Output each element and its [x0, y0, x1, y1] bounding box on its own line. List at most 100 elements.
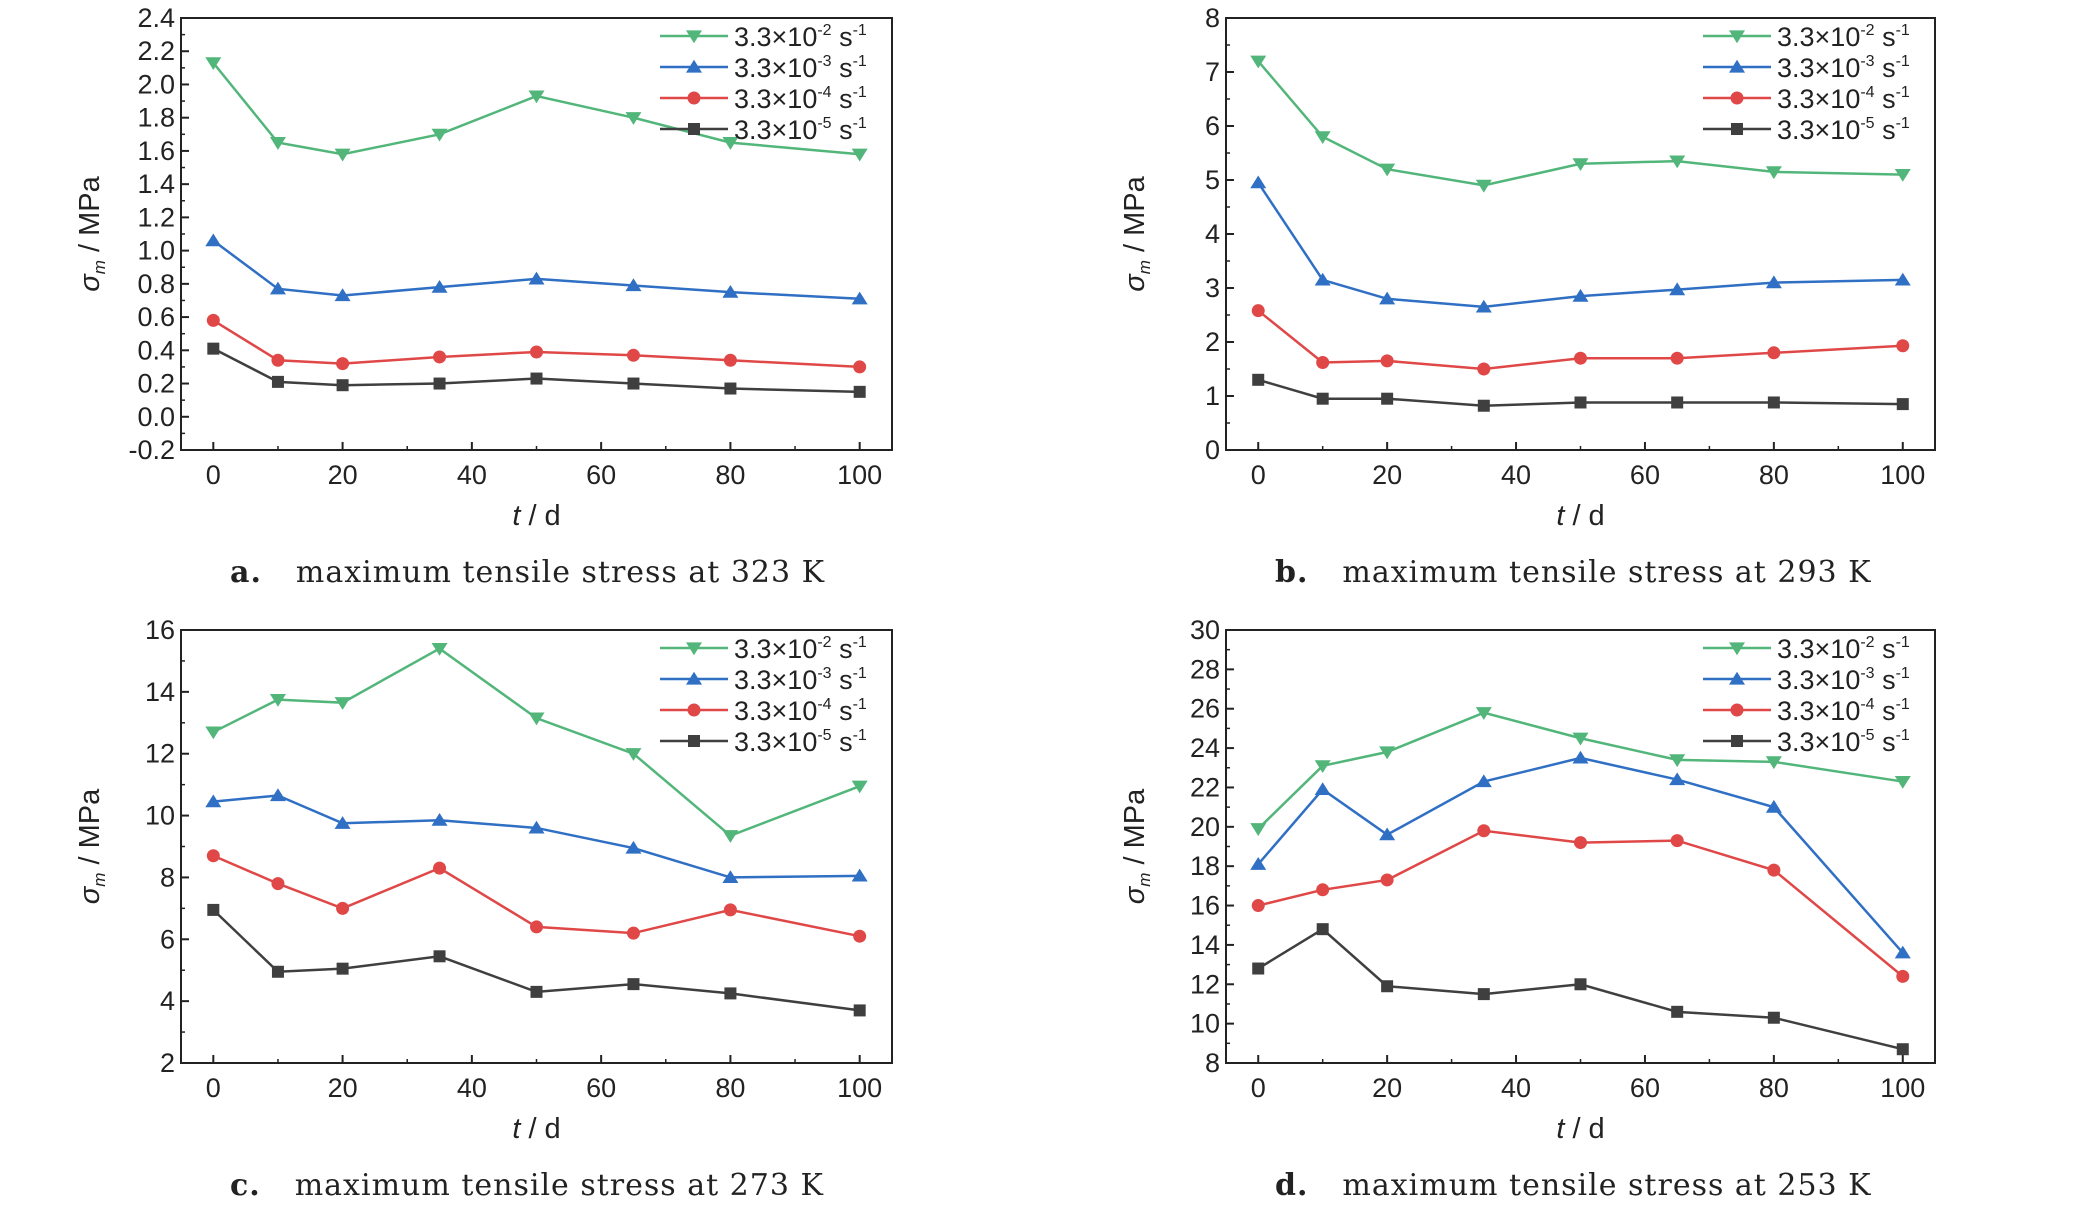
- chart-c-series-1-point: [205, 794, 222, 808]
- chart-a-legend-3-label: 3.3×10-5 s-1: [734, 115, 867, 145]
- chart-a-legend-1-label: 3.3×10-3 s-1: [734, 53, 867, 83]
- chart-b-series-2-line: [1257, 309, 1903, 371]
- chart-d-series-0-line: [1257, 711, 1903, 830]
- chart-a-series-3-point: [207, 342, 220, 355]
- chart-a-series-2-point: [206, 313, 220, 327]
- chart-a-ytick-label: 0.2: [137, 369, 175, 399]
- chart-b-ytick-label: 6: [1205, 111, 1220, 141]
- chart-c-series-1-point: [625, 840, 642, 854]
- chart-d-series-2-point: [1380, 873, 1394, 887]
- chart-d-series-2-point: [1574, 836, 1587, 850]
- chart-b-series-0-point: [1314, 131, 1331, 144]
- chart-c-xtick-label: 80: [715, 1073, 745, 1103]
- chart-a-legend-0-label: 3.3×10-2 s-1: [734, 22, 867, 52]
- chart-a-series-0-line: [212, 62, 860, 156]
- caption-d: d. maximum tensile stress at 253 K: [1275, 1168, 1872, 1203]
- chart-d-xtick-label: 100: [1880, 1073, 1925, 1103]
- chart-d-series-2-point: [1767, 863, 1781, 877]
- chart-a-series-3-point: [530, 372, 543, 385]
- chart-b-series-2-point: [1251, 304, 1265, 318]
- chart-b-ytick-label: 7: [1205, 57, 1220, 87]
- chart-a-ytick-label: 1.0: [137, 236, 175, 266]
- chart-d-ytick-label: 24: [1190, 733, 1220, 763]
- chart-d-xlabel: t / d: [1556, 1113, 1604, 1145]
- chart-b-series-0-point: [1765, 166, 1782, 180]
- chart-a-ytick-label: 1.4: [137, 169, 175, 199]
- chart-d-series-3-point: [1477, 988, 1490, 1001]
- chart-c-legend-1-marker: [686, 671, 702, 685]
- chart-a-series-2-point: [723, 353, 737, 367]
- chart-d-series-2-point: [1316, 883, 1330, 897]
- chart-c-series-1-point: [431, 813, 448, 826]
- chart-c-series-0-point: [431, 642, 448, 656]
- chart-c-ytick-label: 8: [160, 862, 175, 892]
- chart-c-ytick-label: 16: [145, 615, 175, 645]
- chart-d-legend-0-label: 3.3×10-2 s-1: [1777, 634, 1910, 664]
- chart-c-series-2-point: [336, 901, 350, 915]
- chart-b-series-1-point: [1379, 291, 1396, 305]
- chart-a-ytick-label: 2.2: [137, 36, 175, 66]
- chart-a: -0.20.00.2 0.40.60.81.0 1.21.41.61.8 2.02.2…: [74, 3, 893, 532]
- chart-c-legend-3-marker: [688, 735, 700, 747]
- chart-d-ylabel: σm / MPa: [1119, 788, 1154, 904]
- chart-b-xtick-label: 20: [1372, 460, 1402, 490]
- chart-a-series-0-point: [431, 128, 448, 142]
- chart-b-series-1-line: [1257, 182, 1903, 309]
- chart-c-series-0-point: [722, 830, 739, 843]
- chart-c-series-3-point: [627, 978, 640, 991]
- chart-a-xtick-label: 0: [206, 460, 221, 490]
- chart-c-series-0-point: [334, 697, 351, 710]
- chart-a-series-3-point: [853, 385, 866, 398]
- caption-b: b. maximum tensile stress at 293 K: [1275, 555, 1872, 590]
- chart-a-series-2-line: [212, 319, 860, 369]
- chart-d-series-0-point: [1379, 746, 1396, 760]
- chart-a-series-1-point: [528, 271, 545, 285]
- chart-b-ytick-label: 3: [1205, 273, 1220, 303]
- chart-c-series-2-point: [271, 877, 285, 891]
- chart-c-ytick-label: 14: [145, 677, 175, 707]
- chart-b-series-3-point: [1381, 392, 1394, 405]
- chart-b-series-0-point: [1379, 163, 1396, 177]
- chart-c-xtick-label: 40: [457, 1073, 487, 1103]
- chart-d-series-3-point: [1574, 978, 1587, 991]
- chart-c-series-0-point: [205, 726, 222, 740]
- chart-b-series-2-point: [1670, 351, 1684, 365]
- chart-d-xtick-label: 20: [1372, 1073, 1402, 1103]
- chart-d-ytick-label: 26: [1190, 694, 1220, 724]
- chart-d-ytick-label: 10: [1190, 1009, 1220, 1039]
- chart-b-xtick-label: 0: [1251, 460, 1266, 490]
- chart-a-legend: 3.3×10-2 s-13.3×10-3 s-13.3×10-4 s-13.3×…: [660, 22, 867, 145]
- chart-c-legend-2-marker: [687, 703, 701, 717]
- chart-d-series-1-point: [1250, 857, 1267, 870]
- chart-c-series-3-point: [207, 903, 220, 916]
- chart-a-series-2-point: [626, 348, 640, 362]
- chart-c-legend-0-marker: [686, 642, 702, 656]
- chart-a-series-0-point: [528, 90, 545, 104]
- chart-d-series-1-point: [1379, 827, 1396, 841]
- chart-d-legend-2-label: 3.3×10-4 s-1: [1777, 696, 1910, 726]
- chart-b-series-0-point: [1669, 155, 1686, 169]
- chart-d-series-1-line: [1257, 756, 1904, 954]
- chart-c-series-3-point: [530, 985, 543, 998]
- chart-c-series-3-point: [271, 965, 284, 978]
- chart-b-legend-2-label: 3.3×10-4 s-1: [1777, 84, 1910, 114]
- chart-a-legend-2-marker: [687, 91, 701, 105]
- chart-c-series-1-line: [213, 794, 860, 879]
- chart-b-series-1-point: [1314, 272, 1331, 286]
- caption-c-text: maximum tensile stress at 273 K: [294, 1168, 824, 1203]
- chart-c-xtick-label: 100: [837, 1073, 882, 1103]
- chart-c-series-0-line: [212, 647, 861, 838]
- chart-b-legend-2-marker: [1730, 91, 1744, 105]
- chart-c-series-2-point: [433, 861, 447, 875]
- caption-d-text: maximum tensile stress at 253 K: [1342, 1168, 1872, 1203]
- chart-d-series-3-point: [1896, 1043, 1909, 1056]
- chart-c: 2 4 6 8 10 12 14 16 0 20 40 60 80 100 t / d σm / MPa 3.3…: [74, 615, 893, 1145]
- chart-b-series-2-point: [1896, 339, 1910, 353]
- chart-a-series-3-point: [336, 379, 349, 392]
- chart-b-series-0-point: [1250, 55, 1267, 69]
- chart-a-ytick-label: 2.0: [137, 69, 175, 99]
- chart-b-series-3-point: [1316, 392, 1329, 405]
- chart-b-series-2-point: [1574, 351, 1587, 365]
- chart-b-xtick-label: 80: [1759, 460, 1789, 490]
